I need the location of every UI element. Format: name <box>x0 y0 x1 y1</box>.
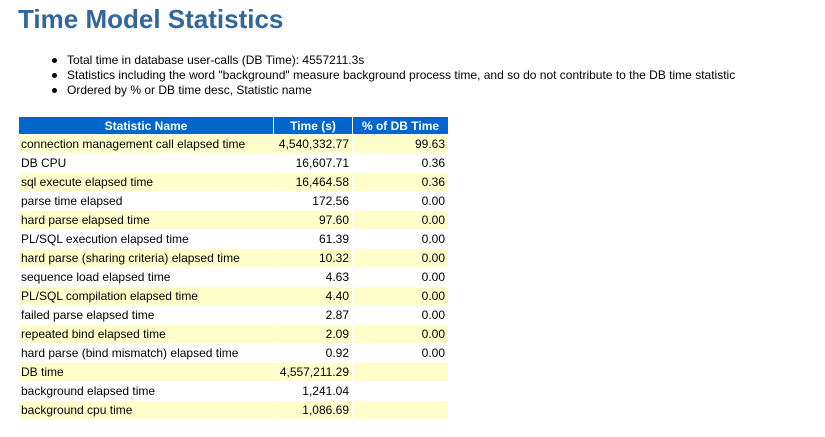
statistic-name-cell: parse time elapsed <box>19 192 273 210</box>
pct-cell: 0.00 <box>353 287 448 305</box>
statistic-name-cell: repeated bind elapsed time <box>19 325 273 343</box>
page-title: Time Model Statistics <box>18 4 284 34</box>
statistic-name-cell: hard parse (bind mismatch) elapsed time <box>19 344 273 362</box>
note-db-time: Total time in database user-calls (DB Ti… <box>50 53 735 68</box>
table-row: DB time 4,557,211.29 <box>19 363 448 381</box>
statistic-name-cell: DB time <box>19 363 273 381</box>
table-header-row: Statistic Name Time (s) % of DB Time <box>19 117 448 134</box>
note-background: Statistics including the word "backgroun… <box>50 68 735 83</box>
statistic-name-cell: sql execute elapsed time <box>19 173 273 191</box>
column-header-pct-db-time: % of DB Time <box>353 117 448 134</box>
column-header-statistic-name: Statistic Name <box>19 117 273 134</box>
pct-cell: 0.36 <box>353 173 448 191</box>
column-header-time: Time (s) <box>274 117 352 134</box>
statistic-name-cell: background elapsed time <box>19 382 273 400</box>
pct-cell: 0.00 <box>353 306 448 324</box>
table-row: background cpu time 1,086.69 <box>19 401 448 419</box>
statistic-name-cell: sequence load elapsed time <box>19 268 273 286</box>
pct-cell: 0.00 <box>353 268 448 286</box>
table-row: hard parse (sharing criteria) elapsed ti… <box>19 249 448 267</box>
time-cell: 4,540,332.77 <box>274 135 352 153</box>
time-cell: 10.32 <box>274 249 352 267</box>
statistic-name-cell: hard parse (sharing criteria) elapsed ti… <box>19 249 273 267</box>
pct-cell <box>353 363 448 381</box>
pct-cell: 0.36 <box>353 154 448 172</box>
table-row: PL/SQL execution elapsed time 61.39 0.00 <box>19 230 448 248</box>
time-cell: 97.60 <box>274 211 352 229</box>
statistic-name-cell: PL/SQL compilation elapsed time <box>19 287 273 305</box>
pct-cell: 0.00 <box>353 325 448 343</box>
pct-cell: 0.00 <box>353 211 448 229</box>
table-row: hard parse elapsed time 97.60 0.00 <box>19 211 448 229</box>
time-cell: 2.09 <box>274 325 352 343</box>
time-cell: 2.87 <box>274 306 352 324</box>
time-cell: 4.40 <box>274 287 352 305</box>
time-cell: 16,607.71 <box>274 154 352 172</box>
table-row: sql execute elapsed time 16,464.58 0.36 <box>19 173 448 191</box>
note-ordering: Ordered by % or DB time desc, Statistic … <box>50 83 735 98</box>
table-row: repeated bind elapsed time 2.09 0.00 <box>19 325 448 343</box>
pct-cell <box>353 382 448 400</box>
time-cell: 1,241.04 <box>274 382 352 400</box>
statistic-name-cell: hard parse elapsed time <box>19 211 273 229</box>
notes-list: Total time in database user-calls (DB Ti… <box>50 53 735 98</box>
time-cell: 0.92 <box>274 344 352 362</box>
time-model-table: Statistic Name Time (s) % of DB Time con… <box>18 116 449 420</box>
time-cell: 4,557,211.29 <box>274 363 352 381</box>
statistic-name-cell: connection management call elapsed time <box>19 135 273 153</box>
statistic-name-cell: DB CPU <box>19 154 273 172</box>
time-cell: 16,464.58 <box>274 173 352 191</box>
pct-cell: 0.00 <box>353 344 448 362</box>
table-row: parse time elapsed 172.56 0.00 <box>19 192 448 210</box>
pct-cell: 0.00 <box>353 192 448 210</box>
pct-cell: 0.00 <box>353 230 448 248</box>
time-cell: 4.63 <box>274 268 352 286</box>
table-row: PL/SQL compilation elapsed time 4.40 0.0… <box>19 287 448 305</box>
table-row: connection management call elapsed time … <box>19 135 448 153</box>
statistic-name-cell: PL/SQL execution elapsed time <box>19 230 273 248</box>
statistic-name-cell: background cpu time <box>19 401 273 419</box>
pct-cell <box>353 401 448 419</box>
table-row: sequence load elapsed time 4.63 0.00 <box>19 268 448 286</box>
table-row: background elapsed time 1,241.04 <box>19 382 448 400</box>
time-cell: 1,086.69 <box>274 401 352 419</box>
table-row: failed parse elapsed time 2.87 0.00 <box>19 306 448 324</box>
time-cell: 172.56 <box>274 192 352 210</box>
statistic-name-cell: failed parse elapsed time <box>19 306 273 324</box>
pct-cell: 0.00 <box>353 249 448 267</box>
time-cell: 61.39 <box>274 230 352 248</box>
table-row: hard parse (bind mismatch) elapsed time … <box>19 344 448 362</box>
table-row: DB CPU 16,607.71 0.36 <box>19 154 448 172</box>
pct-cell: 99.63 <box>353 135 448 153</box>
